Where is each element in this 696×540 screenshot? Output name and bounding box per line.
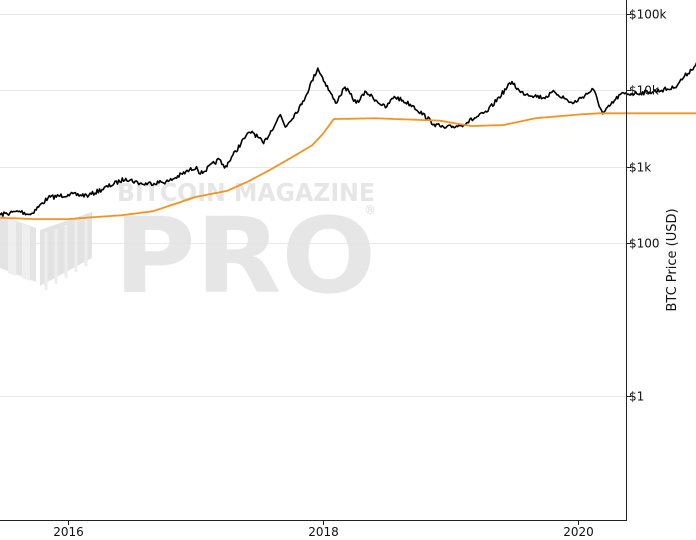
- y-tick-label: $100k: [629, 8, 667, 22]
- x-tick-label: 2018: [308, 525, 339, 539]
- watermark-registered-mark: ®: [364, 203, 376, 217]
- y-tick-label: $100: [629, 237, 660, 251]
- watermark-bars-icon: [0, 212, 92, 290]
- y-tick-label: $1: [629, 390, 644, 404]
- y-tick-label: $10k: [629, 84, 659, 98]
- y-tick-label: $1k: [629, 161, 651, 175]
- btc-price-series-line: [0, 62, 696, 217]
- series-layer: [0, 62, 696, 220]
- gridlines: [0, 14, 626, 397]
- y-axis-title: BTC Price (USD): [665, 208, 680, 311]
- x-tick-label: 2020: [563, 525, 594, 539]
- watermark-line2: PRO: [114, 195, 376, 317]
- orange-series-line: [0, 112, 696, 220]
- x-tick-label: 2016: [53, 525, 84, 539]
